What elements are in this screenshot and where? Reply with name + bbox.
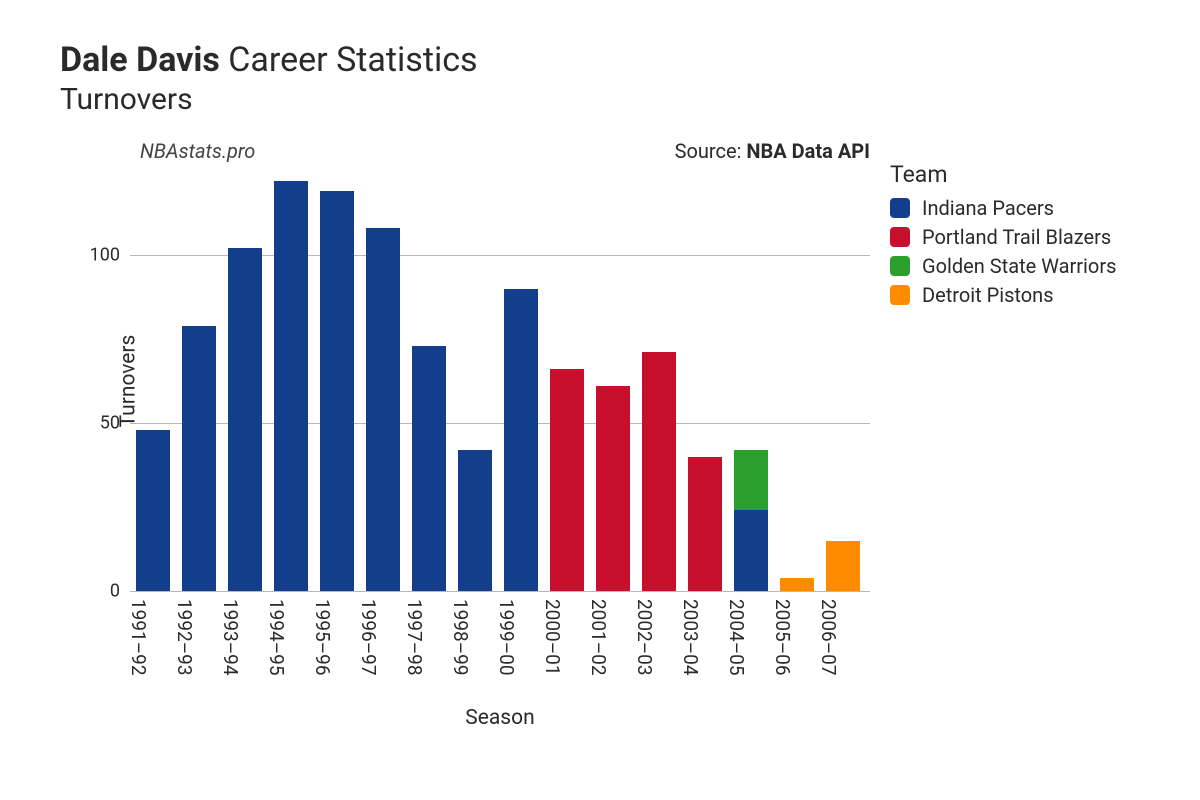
x-tick-label: 1991–92 (127, 599, 150, 676)
credits-source: Source: NBA Data API (675, 139, 870, 163)
x-tick-label: 1994–95 (265, 599, 288, 676)
chart-title: Dale Davis Career Statistics (60, 40, 1140, 80)
bar-slot: 2001–02 (590, 171, 636, 591)
bar-segment (642, 352, 676, 591)
legend-swatch (890, 227, 910, 247)
legend-swatch (890, 198, 910, 218)
x-tick-label: 2006–07 (817, 599, 840, 676)
x-tick-label: 2000–01 (541, 599, 564, 676)
legend: Team Indiana Pacers Portland Trail Blazer… (890, 161, 1116, 312)
bar-segment (504, 289, 538, 591)
legend-item: Detroit Pistons (890, 283, 1116, 307)
credits-row: NBAstats.pro Source: NBA Data API (60, 139, 870, 165)
x-tick-label: 2003–04 (679, 599, 702, 676)
legend-swatch (890, 285, 910, 305)
y-tick-label: 0 (70, 581, 130, 602)
bar-segment (320, 191, 354, 591)
credits-site: NBAstats.pro (140, 139, 255, 163)
bar-segment (366, 228, 400, 591)
legend-label: Detroit Pistons (922, 283, 1054, 307)
legend-item: Indiana Pacers (890, 196, 1116, 220)
bar-segment (458, 450, 492, 591)
bar-segment (182, 326, 216, 591)
x-tick-label: 2004–05 (725, 599, 748, 676)
bar-slot: 1997–98 (406, 171, 452, 591)
bar-slot: 1992–93 (176, 171, 222, 591)
bar-slot: 1999–00 (498, 171, 544, 591)
legend-swatch (890, 256, 910, 276)
legend-label: Golden State Warriors (922, 254, 1116, 278)
bar-slot: 1991–92 (130, 171, 176, 591)
x-tick-label: 1998–99 (449, 599, 472, 676)
bar-slot: 1996–97 (360, 171, 406, 591)
bar-segment (550, 369, 584, 591)
title-suffix: Career Statistics (220, 40, 478, 80)
x-tick-label: 2001–02 (587, 599, 610, 676)
x-tick-label: 1992–93 (173, 599, 196, 676)
x-axis-title: Season (465, 706, 534, 730)
bar-slot: 1995–96 (314, 171, 360, 591)
plot-area: Turnovers Season 0501001991–921992–93199… (130, 171, 870, 591)
chart-container: Dale Davis Career Statistics Turnovers N… (0, 0, 1200, 800)
legend-label: Indiana Pacers (922, 196, 1054, 220)
bar-slot: 2005–06 (774, 171, 820, 591)
bar-segment (412, 346, 446, 591)
bar-segment (734, 510, 768, 591)
x-tick-label: 2002–03 (633, 599, 656, 676)
bar-segment (596, 386, 630, 591)
bar-segment (228, 248, 262, 591)
x-tick-label: 2005–06 (771, 599, 794, 676)
chart-area: Turnovers Season 0501001991–921992–93199… (60, 171, 1140, 781)
bar-slot: 2006–07 (820, 171, 866, 591)
bar-segment (136, 430, 170, 591)
legend-label: Portland Trail Blazers (922, 225, 1111, 249)
legend-item: Portland Trail Blazers (890, 225, 1116, 249)
x-tick-label: 1996–97 (357, 599, 380, 676)
y-tick-label: 50 (70, 413, 130, 434)
bar-segment (274, 181, 308, 591)
x-tick-label: 1997–98 (403, 599, 426, 676)
bar-slot: 2000–01 (544, 171, 590, 591)
legend-item: Golden State Warriors (890, 254, 1116, 278)
gridline (130, 591, 870, 592)
chart-subtitle: Turnovers (60, 82, 1140, 117)
bars-layer: 1991–921992–931993–941994–951995–961996–… (130, 171, 870, 591)
bar-segment (688, 457, 722, 591)
bar-slot: 2004–05 (728, 171, 774, 591)
bar-segment (826, 541, 860, 591)
bar-slot: 1993–94 (222, 171, 268, 591)
credits-source-prefix: Source: (675, 139, 747, 163)
bar-slot: 1994–95 (268, 171, 314, 591)
title-player-name: Dale Davis (60, 40, 220, 80)
bar-slot: 2002–03 (636, 171, 682, 591)
x-tick-label: 1995–96 (311, 599, 334, 676)
credits-source-name: NBA Data API (746, 139, 870, 163)
bar-segment (734, 450, 768, 510)
y-tick-label: 100 (70, 245, 130, 266)
x-tick-label: 1999–00 (495, 599, 518, 676)
legend-title: Team (890, 161, 1116, 188)
bar-slot: 1998–99 (452, 171, 498, 591)
bar-slot: 2003–04 (682, 171, 728, 591)
bar-segment (780, 578, 814, 591)
x-tick-label: 1993–94 (219, 599, 242, 676)
